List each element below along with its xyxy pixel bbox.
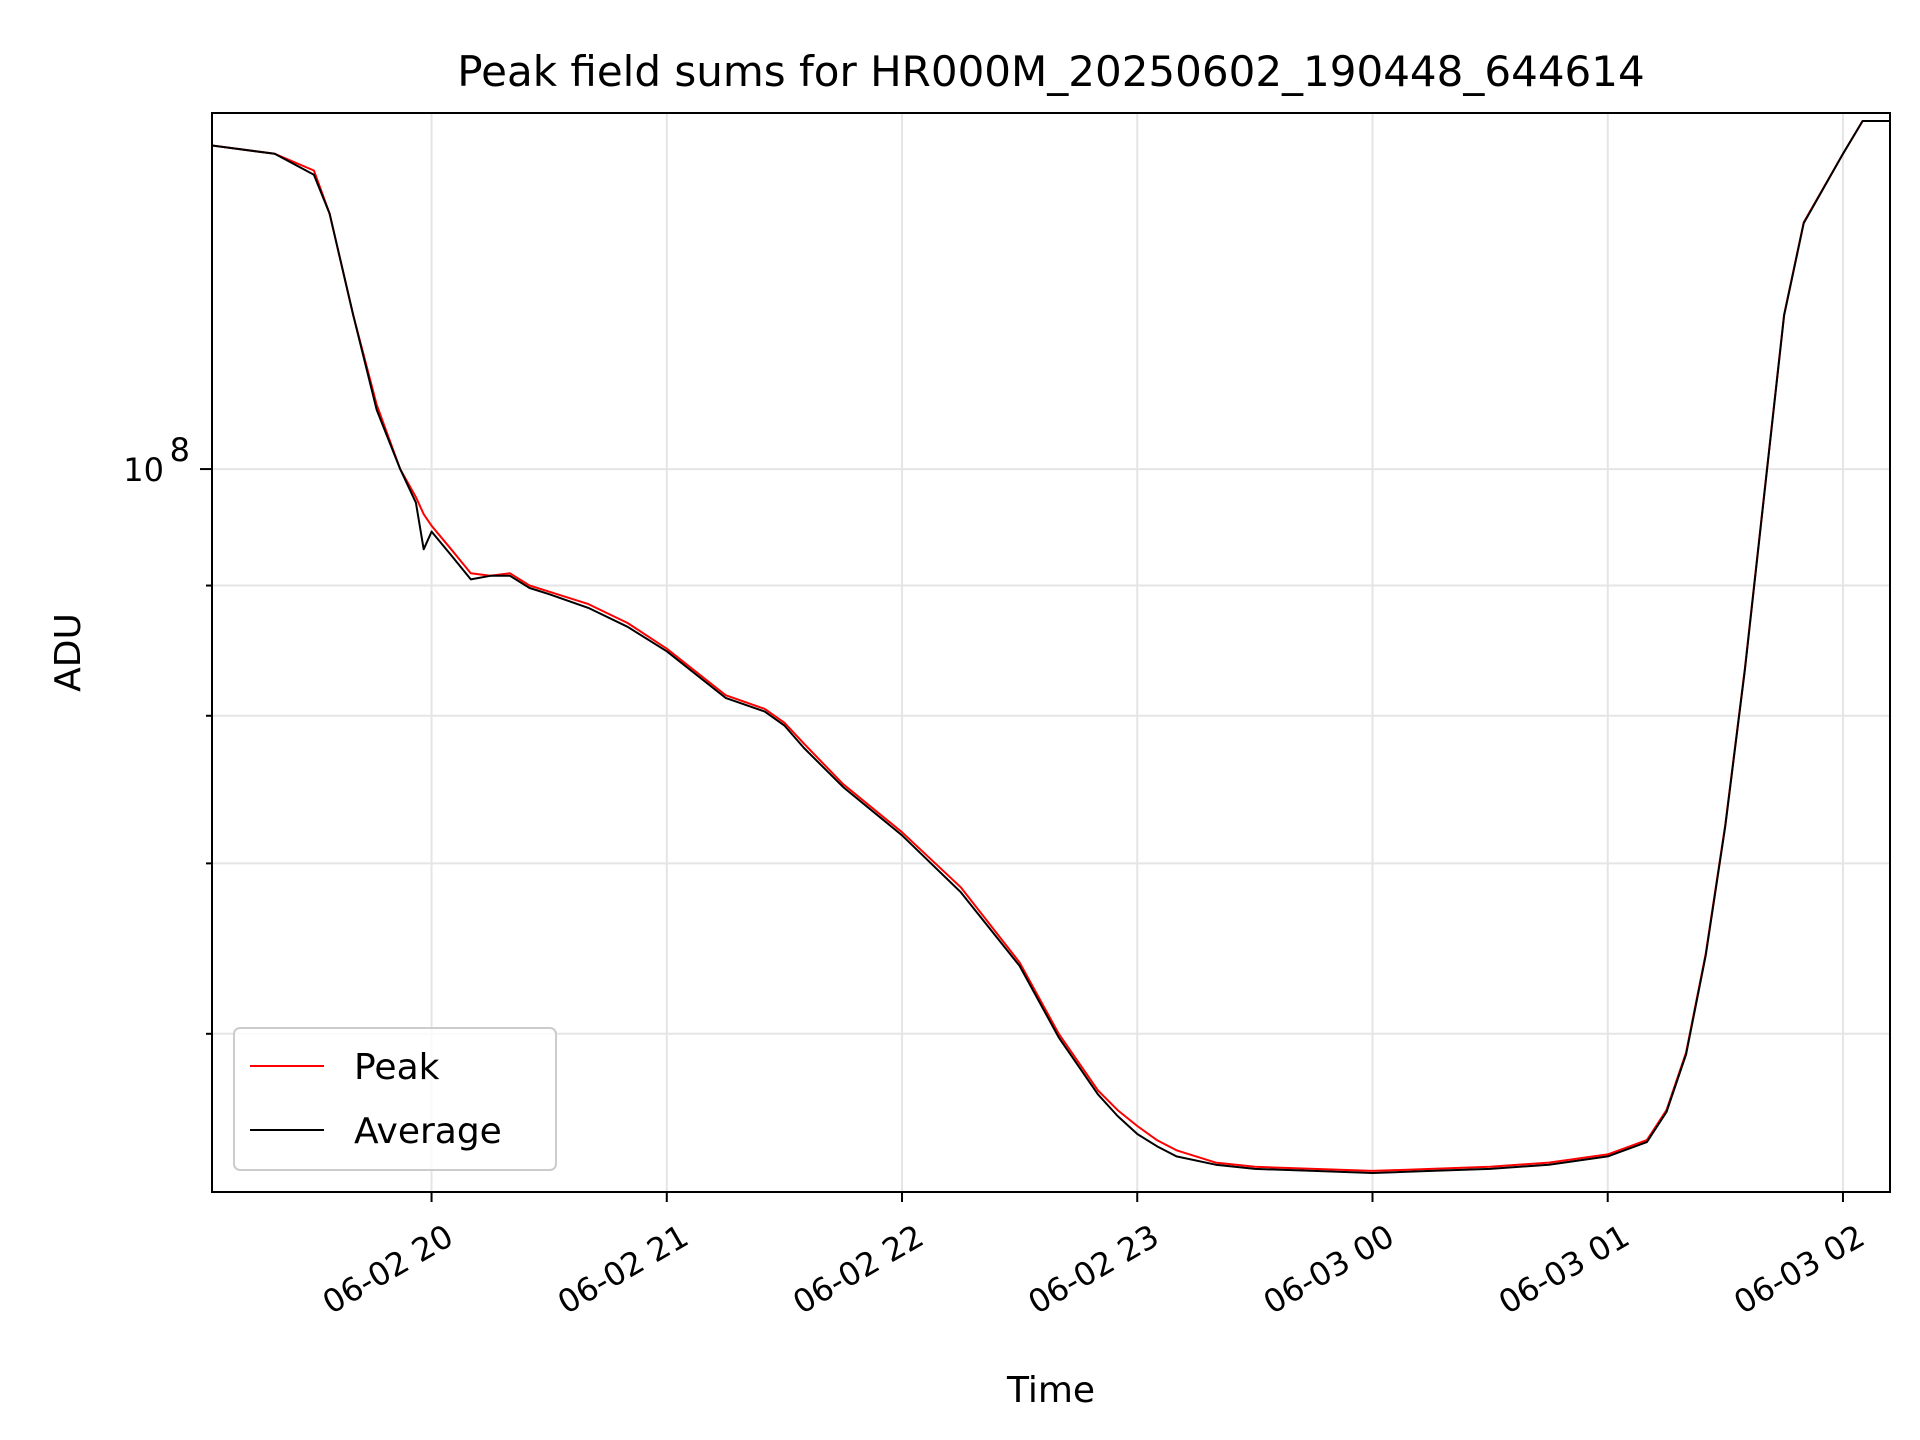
- grid: [212, 113, 1890, 1192]
- series-layer: [212, 120, 1890, 1174]
- legend: Peak Average: [233, 1027, 557, 1171]
- y-axis-label: ADU: [48, 613, 89, 692]
- legend-entry-average: Average: [354, 1111, 502, 1152]
- y-tick-label: 10: [123, 451, 164, 489]
- plot-frame: [211, 112, 1891, 1193]
- legend-entry-peak: Peak: [354, 1047, 440, 1088]
- series-line-average: [212, 120, 1890, 1174]
- chart-title: Peak field sums for HR000M_20250602_1904…: [457, 47, 1644, 96]
- y-tick-exponent: 8: [170, 431, 190, 469]
- legend-box: [233, 1027, 557, 1171]
- y-tick-base: 10: [123, 451, 164, 489]
- x-axis-label: Time: [1006, 1370, 1095, 1411]
